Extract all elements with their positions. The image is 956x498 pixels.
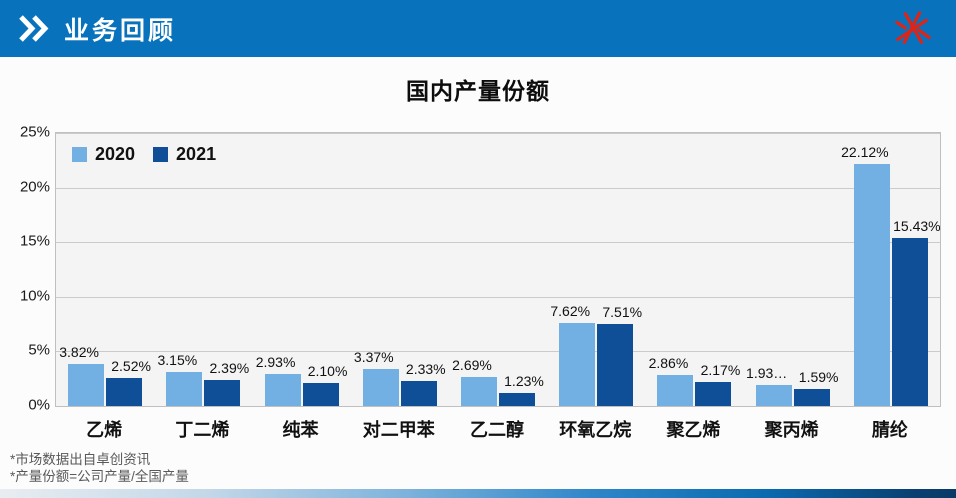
header-bar: 业务回顾 — [0, 0, 956, 57]
bar-2021-cat3 — [302, 383, 339, 406]
bar-2021-cat9 — [891, 237, 928, 406]
bar-value-label-2021-cat6: 7.51% — [602, 304, 643, 320]
bar-2020-cat1 — [68, 364, 105, 406]
footnotes: *市场数据出自卓创资讯 *产量份额=公司产量/全国产量 — [10, 451, 189, 485]
bar-value-label-2021-cat4: 2.33% — [405, 360, 446, 377]
bar-value-label-2021-cat9: 15.43% — [893, 217, 941, 234]
bar-value-label-2020-cat5: 2.69% — [452, 356, 492, 373]
x-category-label-3: 纯苯 — [282, 420, 319, 440]
bar-2021-cat8 — [793, 388, 830, 406]
bar-value-label-2020-cat4: 3.37% — [353, 349, 394, 366]
bar-2020-cat9 — [853, 164, 890, 406]
plot-area: 2020 2021 3.82% 3.15% 2.93% 3.37% 2.69% 7.62% 2… — [55, 132, 941, 407]
x-category-label-5: 乙二醇 — [470, 420, 524, 440]
bar-value-label-2020-cat1: 3.82% — [59, 344, 99, 361]
bar-2021-cat7 — [695, 382, 732, 406]
double-chevron-icon — [17, 15, 51, 42]
legend-item-2020: 2020 — [72, 144, 135, 165]
bar-value-label-2020-cat8: 1.93… — [746, 364, 788, 381]
legend-label-2020: 2020 — [95, 144, 136, 164]
bar-value-label-2020-cat3: 2.93% — [255, 354, 296, 371]
bar-2021-cat6 — [597, 324, 634, 406]
bar-value-label-2020-cat6: 7.62% — [550, 302, 591, 319]
chart-title: 国内产量份额 — [406, 78, 550, 104]
footnote-source: *市场数据出自卓创资讯 — [10, 452, 151, 467]
company-logo-icon — [890, 8, 934, 53]
bottom-gradient-strip — [0, 489, 956, 498]
y-tick-label-20%: 20% — [19, 178, 50, 196]
legend: 2020 2021 — [72, 144, 216, 165]
bar-value-label-2020-cat2: 3.15% — [157, 351, 198, 368]
bar-value-label-2020-cat9: 22.12% — [841, 144, 889, 161]
legend-swatch-2021 — [153, 147, 169, 162]
gridline-25% — [56, 133, 940, 134]
page-title: 业务回顾 — [64, 16, 177, 45]
gridline-20% — [56, 187, 940, 189]
footnote-formula: *产量份额=公司产量/全国产量 — [10, 469, 189, 484]
y-tick-label-25%: 25% — [19, 123, 50, 141]
bar-2020-cat5 — [461, 376, 497, 406]
y-tick-label-0%: 0% — [28, 396, 50, 414]
legend-swatch-2020 — [72, 147, 87, 162]
bar-value-label-2020-cat7: 2.86% — [648, 354, 689, 371]
bar-value-label-2021-cat8: 1.59% — [798, 368, 839, 385]
bar-value-label-2021-cat7: 2.17% — [700, 362, 741, 379]
bar-2020-cat8 — [755, 384, 792, 406]
gridline-15% — [56, 242, 940, 244]
bar-2021-cat2 — [204, 379, 241, 406]
bar-2021-cat4 — [400, 380, 437, 406]
x-category-label-1: 乙烯 — [86, 420, 123, 440]
bar-2021-cat5 — [499, 392, 535, 406]
gridline-10% — [56, 296, 940, 298]
bar-2020-cat2 — [166, 371, 203, 406]
y-tick-label-15%: 15% — [19, 232, 50, 250]
x-category-label-4: 对二甲苯 — [362, 420, 435, 440]
y-tick-label-5%: 5% — [28, 341, 50, 359]
legend-item-2021: 2021 — [153, 144, 216, 165]
x-category-label-6: 环氧乙烷 — [559, 420, 632, 440]
y-tick-label-10%: 10% — [19, 287, 50, 305]
bar-2020-cat4 — [362, 369, 399, 406]
x-category-label-9: 腈纶 — [871, 420, 908, 440]
bar-value-label-2021-cat2: 2.39% — [209, 359, 250, 376]
x-category-label-7: 聚乙烯 — [666, 420, 721, 440]
bar-2020-cat7 — [657, 374, 694, 406]
bar-value-label-2021-cat3: 2.10% — [307, 363, 348, 380]
x-category-label-2: 丁二烯 — [175, 420, 230, 440]
legend-label-2021: 2021 — [176, 144, 217, 164]
bar-value-label-2021-cat1: 2.52% — [111, 358, 151, 375]
gridline-5% — [56, 351, 940, 353]
x-axis: 乙烯 丁二烯 纯苯 对二甲苯 乙二醇 环氧乙烷 聚乙烯 聚丙烯 腈纶 — [55, 416, 941, 444]
bar-2020-cat6 — [559, 322, 596, 406]
y-axis: 0% 5% 10% 15% 20% 25% — [8, 124, 50, 414]
bar-value-label-2021-cat5: 1.23% — [504, 372, 544, 389]
bar-2020-cat3 — [264, 374, 301, 406]
bar-2021-cat1 — [106, 378, 143, 406]
x-category-label-8: 聚丙烯 — [764, 420, 819, 440]
